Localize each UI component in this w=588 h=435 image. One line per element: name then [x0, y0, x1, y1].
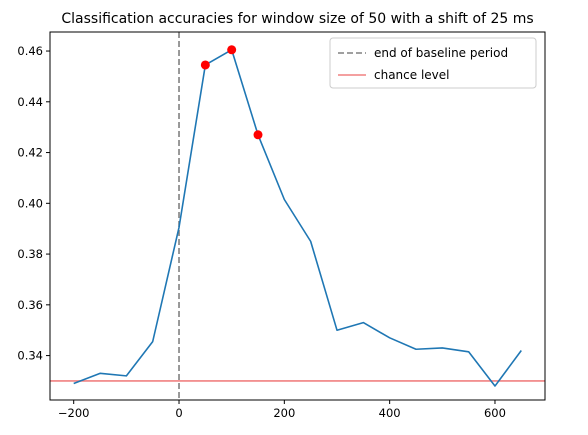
highlight-point: [227, 45, 237, 55]
y-tick-label: 0.46: [17, 44, 43, 58]
legend: end of baseline period chance level: [329, 37, 537, 89]
x-tick-label: 0: [175, 406, 182, 420]
y-tick-label: 0.44: [17, 95, 43, 109]
y-tick-label: 0.40: [17, 196, 43, 210]
chart-title: Classification accuracies for window siz…: [61, 11, 533, 27]
legend-label: end of baseline period: [374, 46, 508, 60]
x-tick-label: 200: [273, 406, 295, 420]
x-tick-label: −200: [58, 406, 90, 420]
plot-area: [50, 32, 545, 400]
legend-label: chance level: [374, 68, 450, 82]
y-tick-label: 0.42: [17, 146, 43, 160]
x-tick-label: 600: [484, 406, 506, 420]
highlight-point: [200, 60, 210, 70]
highlight-point: [253, 130, 263, 140]
y-axis: 0.34 0.36 0.38 0.40 0.42 0.44 0.46: [17, 44, 50, 363]
axes-frame: [49, 31, 546, 401]
accuracy-series-line: [73, 48, 522, 387]
x-axis: −200 0 200 400 600: [58, 400, 506, 420]
y-tick-label: 0.38: [17, 247, 43, 261]
y-tick-label: 0.36: [17, 298, 43, 312]
x-tick-label: 400: [379, 406, 401, 420]
y-tick-label: 0.34: [17, 349, 43, 363]
